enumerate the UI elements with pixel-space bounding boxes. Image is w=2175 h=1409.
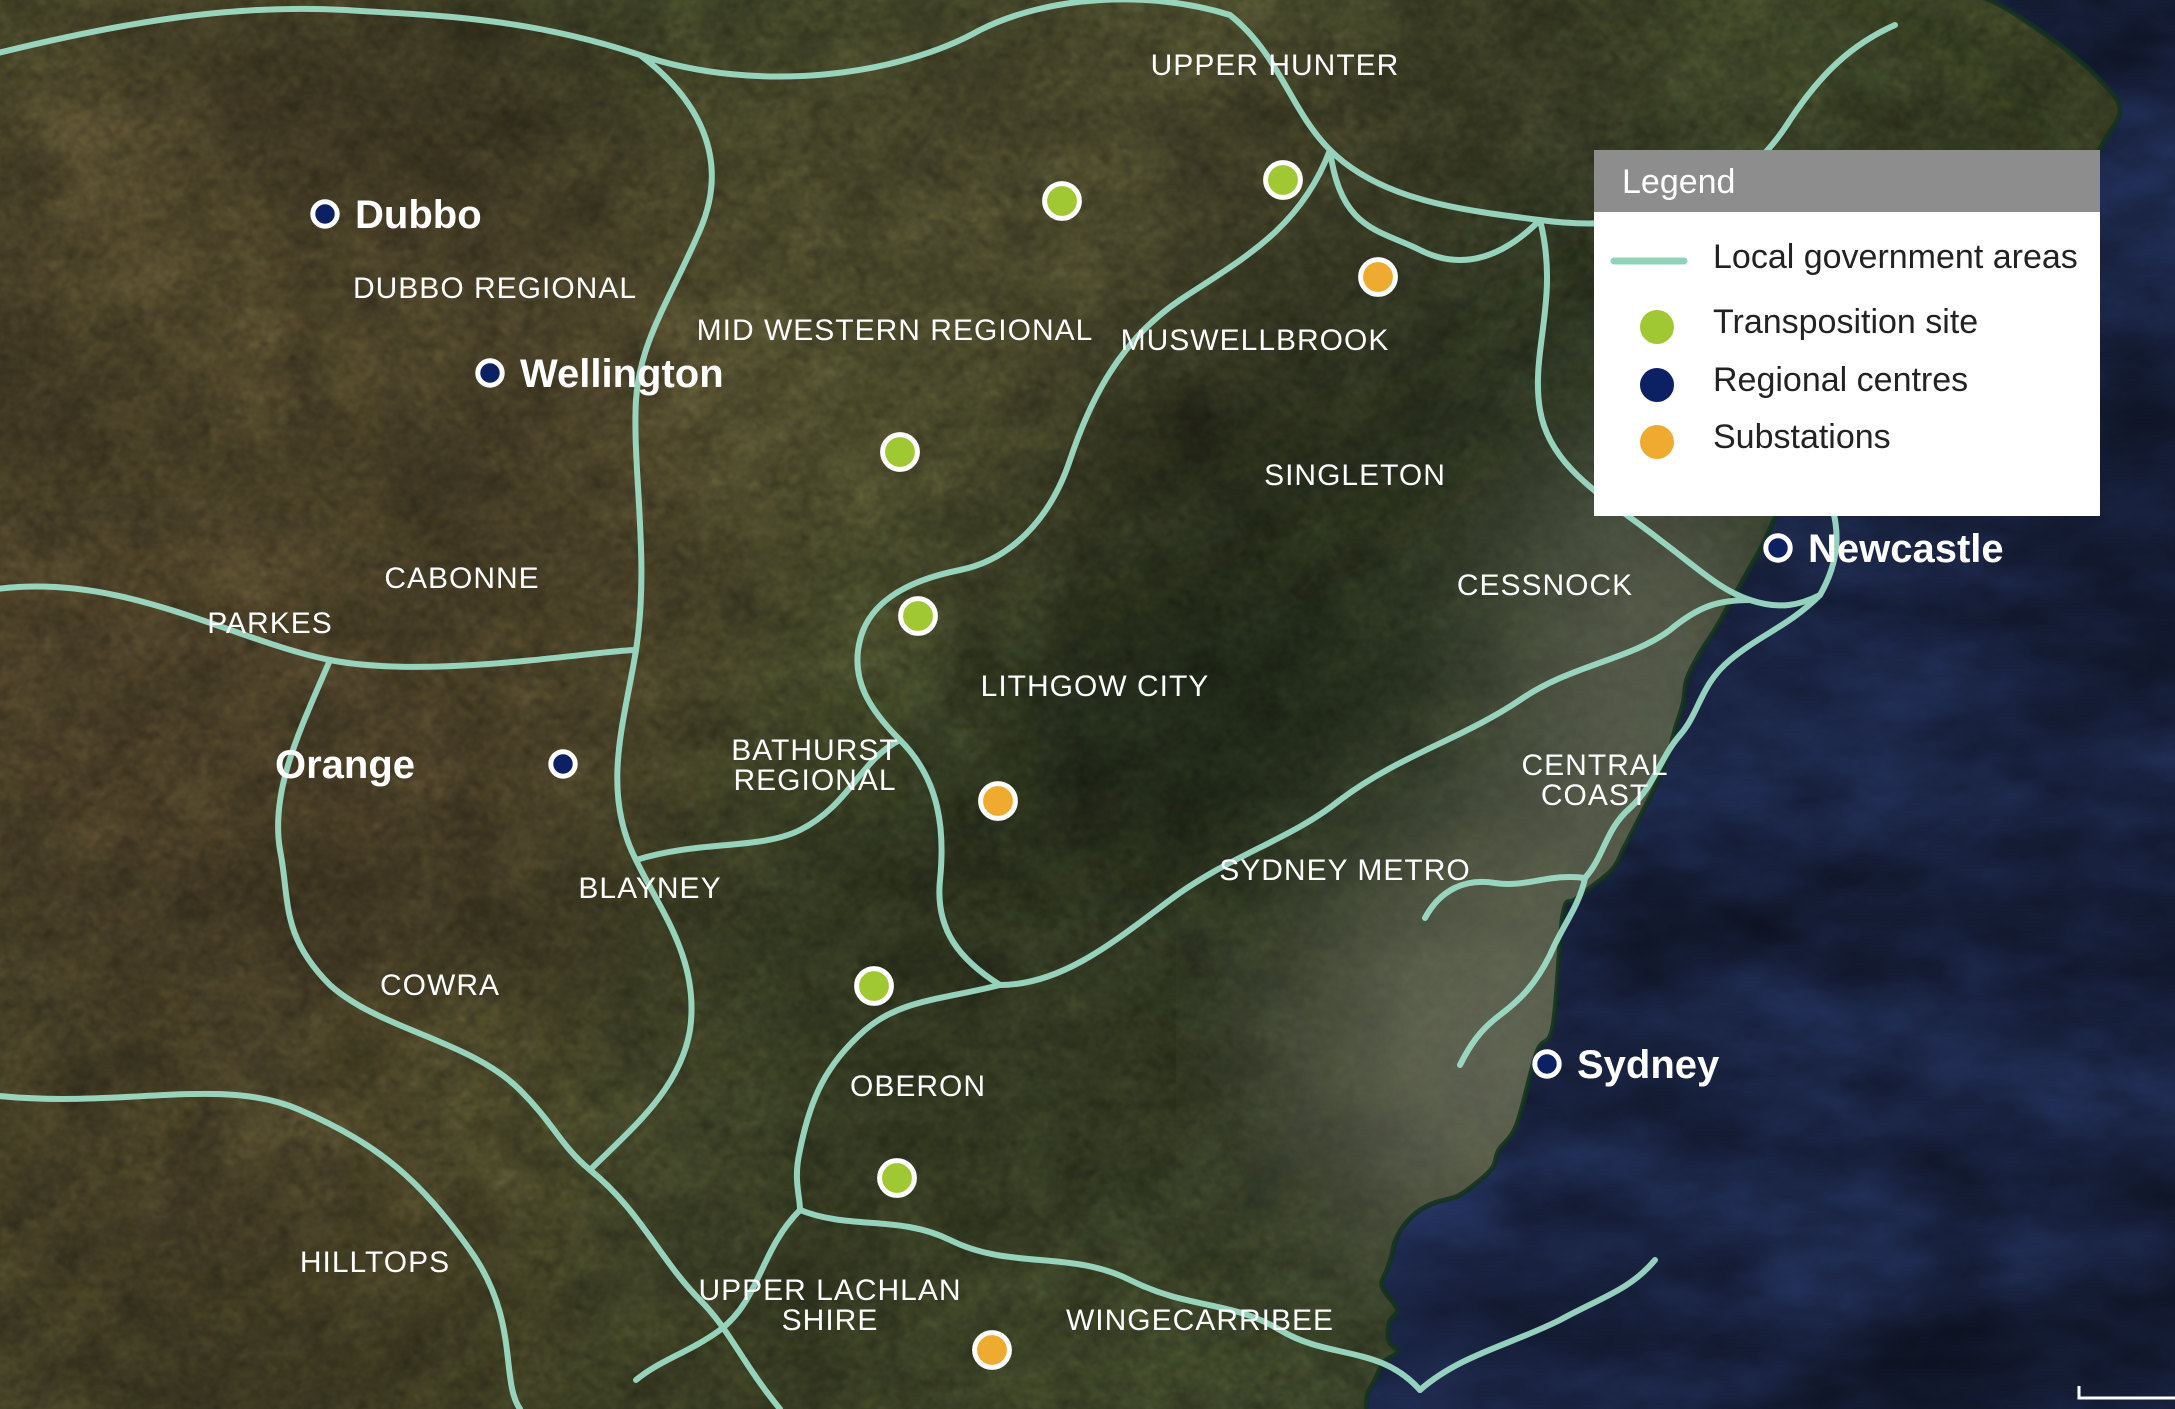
svg-text:SINGLETON: SINGLETON [1264, 459, 1446, 492]
svg-text:SYDNEY METRO: SYDNEY METRO [1219, 854, 1471, 887]
svg-text:WINGECARRIBEE: WINGECARRIBEE [1066, 1304, 1334, 1337]
svg-text:HILLTOPS: HILLTOPS [300, 1246, 450, 1279]
svg-text:CABONNE: CABONNE [384, 562, 539, 595]
svg-text:UPPER LACHLAN: UPPER LACHLAN [698, 1274, 961, 1307]
svg-text:REGIONAL: REGIONAL [733, 764, 896, 797]
svg-text:COAST: COAST [1541, 779, 1649, 812]
svg-text:OBERON: OBERON [850, 1070, 986, 1103]
svg-text:Newcastle: Newcastle [1808, 527, 2004, 571]
svg-text:DUBBO REGIONAL: DUBBO REGIONAL [353, 272, 637, 305]
svg-text:BLAYNEY: BLAYNEY [578, 872, 721, 905]
svg-text:SHIRE: SHIRE [782, 1304, 879, 1337]
svg-text:Dubbo: Dubbo [355, 193, 482, 237]
svg-text:CESSNOCK: CESSNOCK [1457, 569, 1633, 602]
svg-text:LITHGOW CITY: LITHGOW CITY [981, 670, 1210, 703]
svg-text:Orange: Orange [275, 743, 415, 787]
svg-text:COWRA: COWRA [380, 969, 500, 1002]
svg-text:Sydney: Sydney [1577, 1043, 1720, 1087]
svg-text:UPPER HUNTER: UPPER HUNTER [1151, 49, 1400, 82]
svg-text:PARKES: PARKES [207, 607, 333, 640]
svg-text:MID WESTERN REGIONAL: MID WESTERN REGIONAL [697, 314, 1094, 347]
svg-text:CENTRAL: CENTRAL [1521, 749, 1668, 782]
svg-text:MUSWELLBROOK: MUSWELLBROOK [1121, 324, 1390, 357]
svg-text:Wellington: Wellington [520, 352, 724, 396]
svg-text:BATHURST: BATHURST [731, 734, 898, 767]
